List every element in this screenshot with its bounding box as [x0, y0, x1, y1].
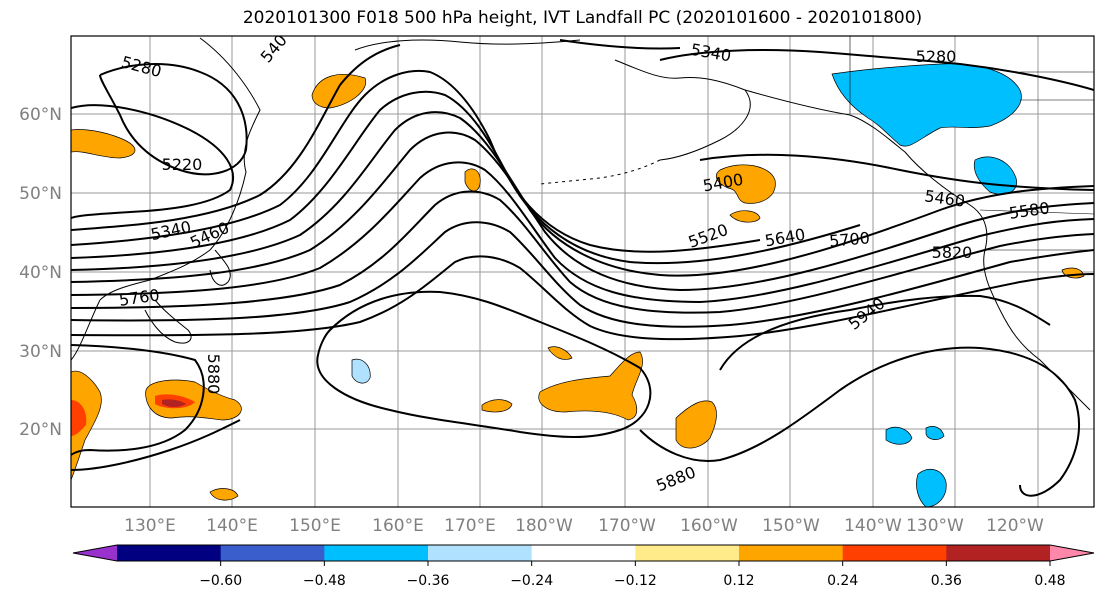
contour-5460 [71, 90, 861, 265]
ivt-negative-patch [885, 426, 913, 445]
ivt-negative-patch [925, 426, 945, 440]
japan-coastline [144, 299, 192, 344]
contour-label: 5280 [916, 47, 957, 66]
ivt-shading [71, 63, 1085, 507]
colorbar-tick-label: −0.60 [199, 573, 242, 589]
lon-label-160e: 160°E [372, 516, 424, 536]
contour-5760 [71, 221, 1094, 328]
contour-5580 [71, 131, 1094, 292]
admin-borders [979, 71, 1094, 251]
ivt-positive-patch [145, 379, 242, 421]
contour-label: 5820 [932, 243, 973, 262]
colorbar-tick-label: 0.36 [931, 573, 962, 589]
colorbar-segment [946, 545, 1051, 561]
lon-label-150w: 150°W [762, 516, 820, 536]
colorbar-segment [739, 545, 844, 561]
contour-5280 [71, 104, 235, 219]
colorbar-extend-high [1050, 545, 1094, 561]
colorbar-segment [842, 545, 947, 561]
contour-5340-east [559, 39, 681, 50]
lon-label-170w: 170°W [598, 516, 656, 536]
colorbar-tick-label: −0.48 [303, 573, 346, 589]
ivt-positive-patch [729, 210, 761, 223]
contour-5940 [719, 294, 1051, 371]
chart-title: 2020101300 F018 500 hPa height, IVT Land… [242, 8, 923, 28]
colorbar-segments [73, 545, 1094, 561]
contour-5820 [71, 255, 1094, 341]
lon-label-140e: 140°E [206, 516, 258, 536]
ivt-negative-patch [916, 468, 947, 507]
lat-label-50n: 50°N [19, 184, 62, 204]
ivt-positive-patch [71, 370, 102, 481]
ivt-negative-patch [351, 358, 371, 384]
colorbar-ticks: −0.60 −0.48 −0.36 −0.24 −0.12 0.12 0.24 0.36 0.4… [199, 561, 1066, 589]
ivt-positive-core [162, 399, 186, 407]
contour-5880-west [71, 344, 205, 456]
colorbar-outline [72, 544, 1095, 562]
colorbar-tick-label: −0.24 [510, 573, 553, 589]
contour-5220-5280 [99, 63, 248, 176]
honshu-coastline [209, 249, 231, 286]
contour-5880-east [639, 346, 1081, 497]
map-frame [70, 35, 1095, 508]
contour-5700 [71, 190, 1094, 314]
lon-label-160w: 160°W [680, 516, 738, 536]
lon-label-180w: 180°W [515, 516, 573, 536]
colorbar-tick-label: 0.12 [723, 573, 754, 589]
ivt-positive-patch [716, 164, 776, 204]
colorbar-extend-low [73, 545, 117, 561]
contour-5340 [71, 44, 401, 231]
lat-label-20n: 20°N [19, 420, 62, 440]
siberia-coastline [354, 39, 581, 51]
lon-label-170e: 170°E [444, 516, 496, 536]
lat-label-40n: 40°N [19, 263, 62, 283]
colorbar-tick-label: −0.36 [407, 573, 450, 589]
longitude-labels: 130°E 140°E 150°E 160°E 170°E 180°W 170°… [124, 516, 1044, 536]
colorbar-segment [117, 545, 222, 561]
colorbar-segment [324, 545, 429, 561]
lon-label-130e: 130°E [124, 516, 176, 536]
contour-5640 [71, 161, 1094, 304]
ivt-positive-patch [547, 346, 573, 360]
ivt-negative-patch [831, 63, 1022, 147]
ivt-positive-patch [311, 74, 367, 109]
lat-label-30n: 30°N [19, 342, 62, 362]
colorbar-segment [531, 545, 636, 561]
contour-label: 5700 [828, 228, 870, 250]
china-coastline [71, 299, 101, 361]
contour-5880-central [316, 290, 652, 438]
height-contours [71, 39, 1094, 497]
north-america-coastline [744, 89, 1091, 411]
ivt-positive-patch [538, 351, 643, 421]
lon-label-140w: 140°W [844, 516, 902, 536]
ivt-positive-core [71, 400, 87, 436]
ivt-positive-patch [71, 129, 136, 159]
colorbar-segment [635, 545, 740, 561]
latitude-labels: 60°N 50°N 40°N 30°N 20°N [19, 105, 62, 440]
ivt-positive-patch [209, 488, 239, 501]
lat-label-60n: 60°N [19, 105, 62, 125]
lon-label-150e: 150°E [289, 516, 341, 536]
colorbar-segment [428, 545, 533, 561]
colorbar-segment [220, 545, 325, 561]
contour-5460-east [699, 153, 1094, 191]
ivt-positive-patch [481, 399, 513, 413]
contour-5880-south [71, 419, 241, 471]
ivt-positive-patch [464, 168, 481, 192]
contour-5400 [71, 69, 761, 253]
contour-label: 5880 [204, 354, 223, 395]
ivt-positive-patch [675, 400, 717, 449]
colorbar-tick-label: 0.24 [827, 573, 858, 589]
contour-5280-east [659, 49, 1094, 91]
graticule [71, 36, 1094, 507]
aleutian-chain [539, 159, 661, 185]
colorbar-tick-label: −0.12 [614, 573, 657, 589]
lon-label-120w: 120°W [986, 516, 1044, 536]
map-panel: 5280 5220 5340 5460 5760 5880 5340 5280 … [70, 35, 1095, 508]
colorbar-tick-label: 0.48 [1034, 573, 1065, 589]
lon-label-130w: 130°W [906, 516, 964, 536]
colorbar: −0.60 −0.48 −0.36 −0.24 −0.12 0.12 0.24 0.36 0.4… [72, 544, 1095, 589]
contour-label: 5220 [162, 155, 203, 174]
